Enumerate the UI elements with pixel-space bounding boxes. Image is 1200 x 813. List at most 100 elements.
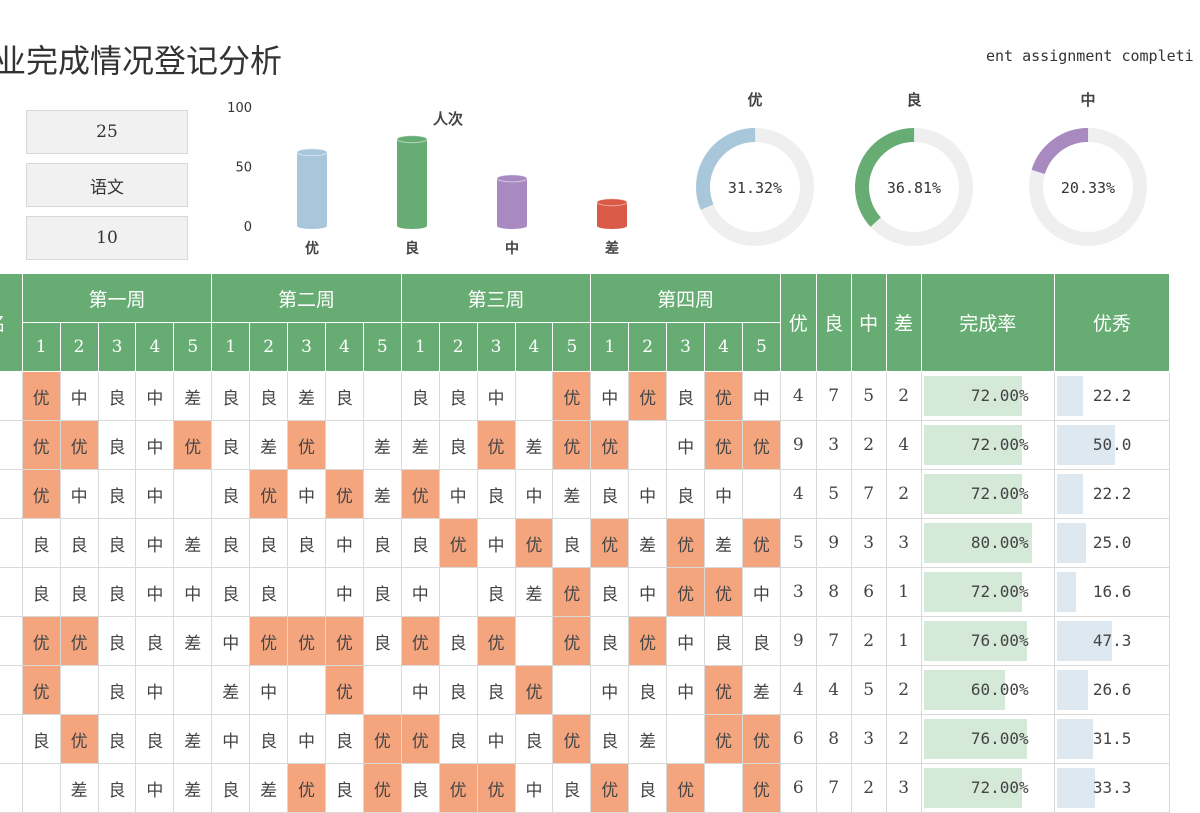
count-cell-中[interactable]: 7 — [850, 469, 887, 519]
grade-cell[interactable]: 中 — [324, 518, 364, 568]
info-box-count[interactable]: 25 — [26, 110, 188, 154]
grade-cell[interactable]: 优 — [741, 518, 781, 568]
grade-cell[interactable]: 优 — [287, 420, 326, 470]
grade-cell[interactable]: 优 — [741, 420, 781, 470]
grade-cell[interactable]: 优 — [438, 763, 478, 813]
grade-cell[interactable]: 差 — [741, 665, 781, 715]
grade-cell[interactable]: 良 — [552, 518, 592, 568]
count-cell-良[interactable]: 7 — [815, 371, 852, 421]
grade-cell[interactable]: 优 — [628, 371, 668, 421]
count-cell-良[interactable]: 3 — [815, 420, 852, 470]
grade-cell[interactable]: 良 — [97, 420, 137, 470]
grade-cell[interactable]: 良 — [97, 665, 137, 715]
grade-cell[interactable]: 良 — [97, 469, 137, 519]
grade-cell[interactable] — [173, 665, 213, 715]
grade-cell[interactable]: 差 — [211, 665, 251, 715]
grade-cell[interactable]: 中 — [438, 469, 478, 519]
grade-cell[interactable]: 良 — [324, 371, 364, 421]
count-cell-中[interactable]: 6 — [850, 567, 887, 617]
grade-cell[interactable]: 差 — [173, 371, 213, 421]
excellent-rate-cell[interactable]: 25.0 — [1053, 518, 1171, 568]
grade-cell[interactable]: 良 — [21, 518, 61, 568]
count-cell-优[interactable]: 4 — [779, 665, 817, 715]
grade-cell[interactable]: 良 — [249, 567, 289, 617]
grade-cell[interactable]: 优 — [476, 420, 516, 470]
grade-cell[interactable]: 良 — [666, 469, 706, 519]
completion-rate-cell[interactable]: 80.00% — [920, 518, 1055, 568]
count-cell-差[interactable]: 3 — [885, 518, 922, 568]
grade-cell[interactable]: 良 — [324, 714, 364, 764]
grade-cell[interactable]: 优 — [552, 567, 592, 617]
grade-cell[interactable]: 优 — [704, 567, 743, 617]
count-cell-差[interactable]: 4 — [885, 420, 922, 470]
grade-cell[interactable] — [666, 714, 706, 764]
grade-cell[interactable]: 优 — [59, 420, 99, 470]
grade-cell[interactable]: 中 — [59, 371, 99, 421]
grade-cell[interactable]: 差 — [628, 714, 668, 764]
grade-cell[interactable]: 良 — [400, 518, 440, 568]
info-box-subject[interactable]: 语文 — [26, 163, 188, 207]
grade-cell[interactable]: 优 — [514, 665, 554, 715]
grade-cell[interactable]: 优 — [21, 420, 61, 470]
grade-cell[interactable]: 优 — [59, 714, 99, 764]
grade-cell[interactable]: 良 — [590, 567, 630, 617]
grade-cell[interactable]: 良 — [21, 714, 61, 764]
completion-rate-cell[interactable]: 72.00% — [920, 469, 1055, 519]
count-cell-优[interactable]: 3 — [779, 567, 817, 617]
grade-cell[interactable]: 优 — [249, 616, 289, 666]
grade-cell[interactable]: 良 — [21, 567, 61, 617]
grade-cell[interactable]: 中 — [400, 567, 440, 617]
grade-cell[interactable]: 良 — [97, 616, 137, 666]
grade-cell[interactable]: 良 — [590, 469, 630, 519]
grade-cell[interactable]: 优 — [666, 518, 706, 568]
grade-cell[interactable]: 优 — [590, 420, 630, 470]
grade-cell[interactable]: 优 — [704, 420, 743, 470]
student-name-cell[interactable] — [0, 420, 23, 470]
grade-cell[interactable]: 良 — [97, 567, 137, 617]
student-name-cell[interactable] — [0, 567, 23, 617]
grade-cell[interactable]: 良 — [362, 616, 402, 666]
grade-cell[interactable]: 差 — [514, 567, 554, 617]
grade-cell[interactable]: 中 — [400, 665, 440, 715]
grade-cell[interactable]: 差 — [362, 469, 402, 519]
grade-cell[interactable]: 良 — [552, 763, 592, 813]
grade-cell[interactable] — [514, 616, 554, 666]
grade-cell[interactable]: 差 — [514, 420, 554, 470]
grade-cell[interactable]: 差 — [400, 420, 440, 470]
grade-cell[interactable]: 中 — [590, 665, 630, 715]
grade-cell[interactable]: 良 — [400, 763, 440, 813]
grade-cell[interactable]: 中 — [666, 665, 706, 715]
grade-cell[interactable]: 中 — [628, 469, 668, 519]
grade-cell[interactable]: 良 — [211, 763, 251, 813]
grade-cell[interactable]: 良 — [438, 665, 478, 715]
grade-cell[interactable]: 差 — [287, 371, 326, 421]
grade-cell[interactable]: 优 — [21, 469, 61, 519]
grade-cell[interactable]: 优 — [741, 763, 781, 813]
grade-cell[interactable]: 差 — [173, 763, 213, 813]
student-name-cell[interactable] — [0, 371, 23, 421]
count-cell-差[interactable]: 2 — [885, 469, 922, 519]
grade-cell[interactable]: 差 — [173, 714, 213, 764]
grade-cell[interactable]: 良 — [400, 371, 440, 421]
grade-cell[interactable]: 优 — [704, 714, 743, 764]
grade-cell[interactable]: 优 — [21, 616, 61, 666]
grade-cell[interactable]: 良 — [590, 616, 630, 666]
grade-cell[interactable]: 良 — [438, 616, 478, 666]
grade-cell[interactable]: 优 — [59, 616, 99, 666]
completion-rate-cell[interactable]: 76.00% — [920, 616, 1055, 666]
student-name-cell[interactable] — [0, 616, 23, 666]
grade-cell[interactable]: 良 — [249, 371, 289, 421]
grade-cell[interactable]: 中 — [287, 469, 326, 519]
count-cell-中[interactable]: 3 — [850, 714, 887, 764]
grade-cell[interactable]: 良 — [287, 518, 326, 568]
grade-cell[interactable] — [628, 420, 668, 470]
grade-cell[interactable]: 良 — [438, 420, 478, 470]
grade-cell[interactable]: 差 — [173, 616, 213, 666]
grade-cell[interactable]: 中 — [666, 420, 706, 470]
count-cell-中[interactable]: 3 — [850, 518, 887, 568]
count-cell-中[interactable]: 2 — [850, 420, 887, 470]
grade-cell[interactable]: 良 — [590, 714, 630, 764]
grade-cell[interactable]: 优 — [476, 616, 516, 666]
grade-cell[interactable]: 中 — [135, 665, 175, 715]
grade-cell[interactable]: 良 — [628, 665, 668, 715]
